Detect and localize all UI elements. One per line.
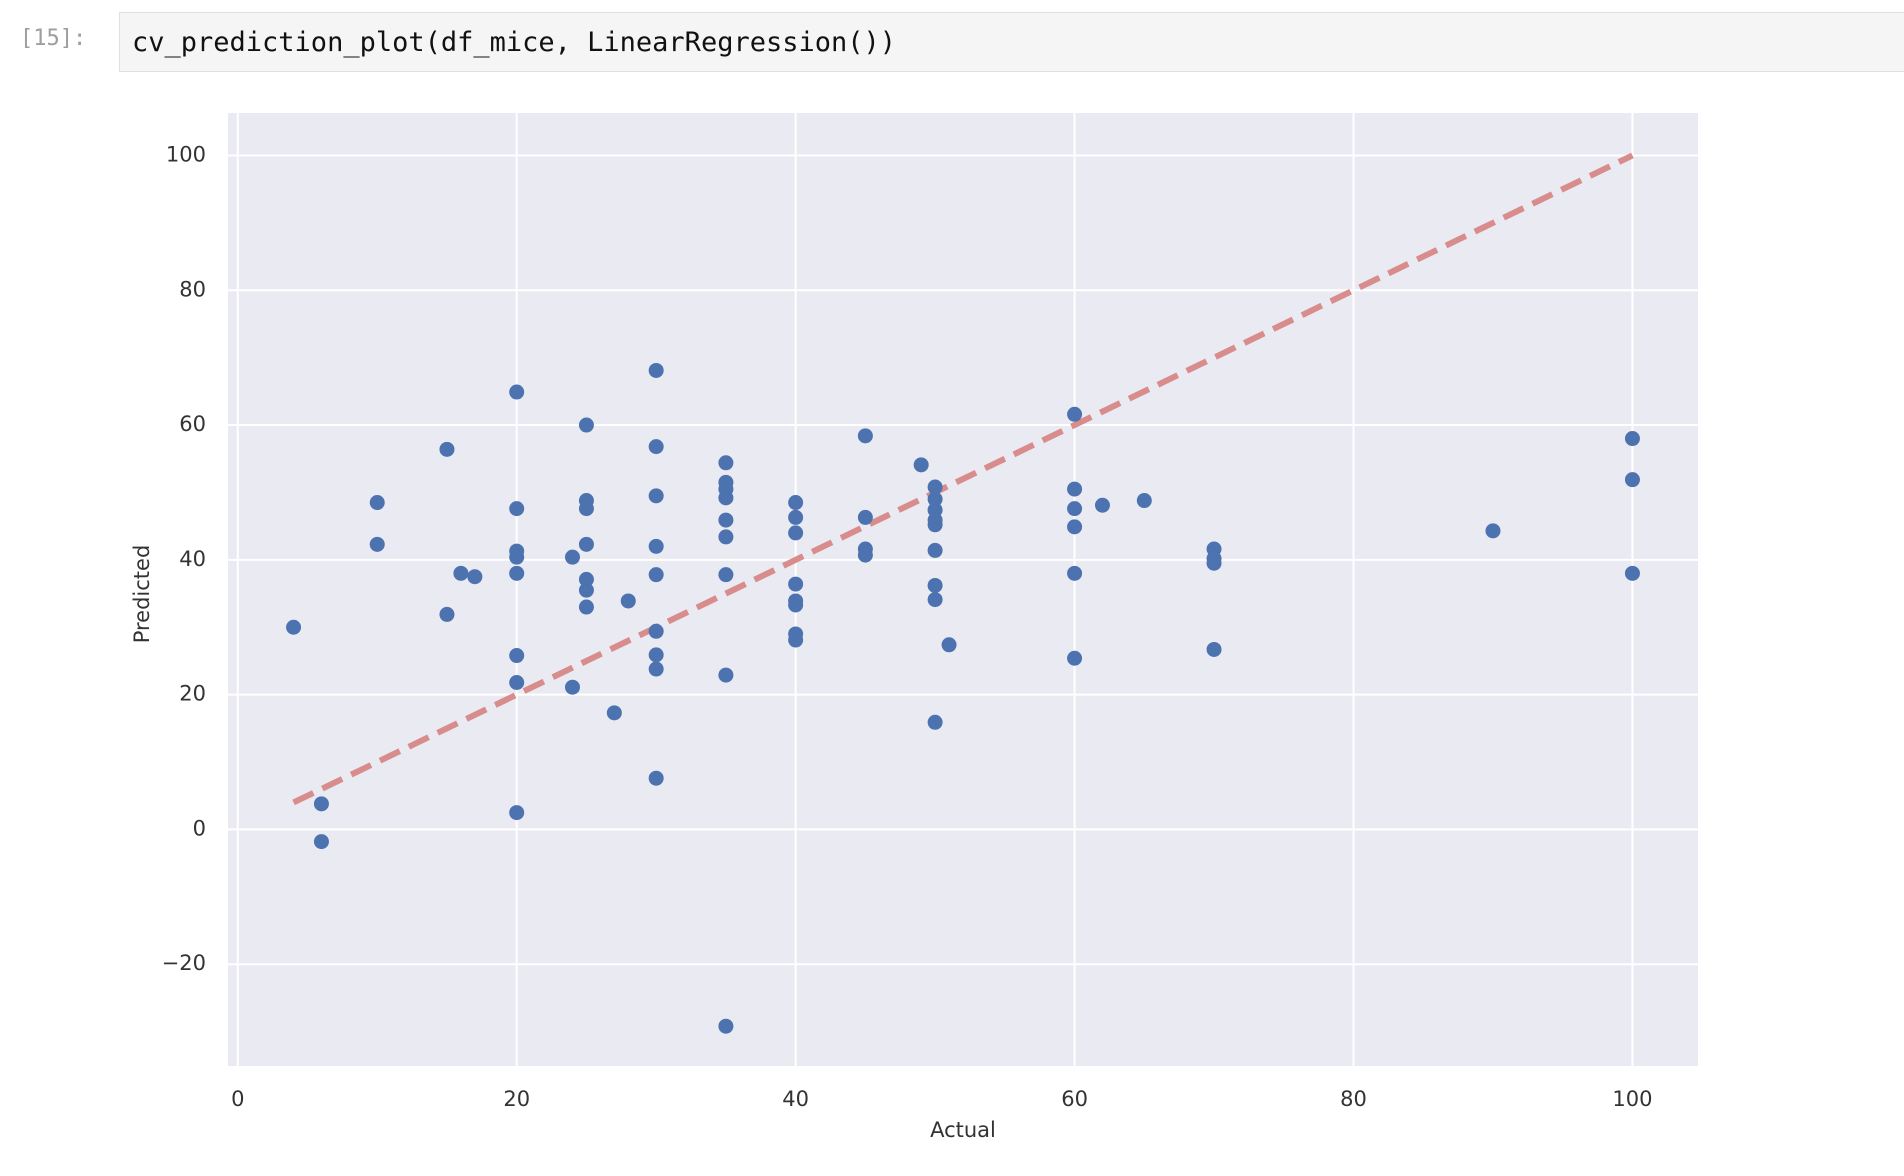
y-axis-label: Predicted bbox=[130, 545, 154, 644]
data-point bbox=[927, 577, 943, 593]
data-point bbox=[857, 547, 873, 563]
y-tick-label: 40 bbox=[179, 547, 206, 571]
data-point bbox=[1624, 431, 1640, 447]
y-tick-label: 0 bbox=[193, 816, 206, 840]
data-point bbox=[648, 538, 664, 554]
data-point bbox=[718, 490, 734, 506]
data-point bbox=[857, 509, 873, 525]
x-tick-label: 80 bbox=[1340, 1087, 1367, 1111]
data-point bbox=[648, 623, 664, 639]
data-point bbox=[648, 647, 664, 663]
data-point bbox=[927, 542, 943, 558]
data-point bbox=[1067, 519, 1083, 535]
data-point bbox=[648, 362, 664, 378]
data-point bbox=[648, 439, 664, 455]
data-point bbox=[1136, 493, 1152, 509]
data-point bbox=[578, 501, 594, 517]
data-point bbox=[313, 834, 329, 850]
data-point bbox=[648, 567, 664, 583]
data-point bbox=[913, 457, 929, 473]
data-point bbox=[578, 582, 594, 598]
data-point bbox=[648, 770, 664, 786]
data-point bbox=[578, 599, 594, 615]
y-tick-label: 20 bbox=[179, 682, 206, 706]
data-point bbox=[927, 479, 943, 495]
data-point bbox=[1206, 641, 1222, 657]
data-point bbox=[788, 525, 804, 541]
data-point bbox=[286, 619, 302, 635]
plot-area bbox=[228, 113, 1698, 1066]
data-point bbox=[620, 593, 636, 609]
data-point bbox=[509, 675, 525, 691]
data-point bbox=[927, 592, 943, 608]
data-point bbox=[439, 606, 455, 622]
data-point bbox=[1624, 472, 1640, 488]
x-tick-label: 60 bbox=[1061, 1087, 1088, 1111]
data-point bbox=[1206, 555, 1222, 571]
data-point bbox=[453, 565, 469, 581]
data-point bbox=[718, 455, 734, 471]
x-tick-label: 100 bbox=[1612, 1087, 1652, 1111]
data-point bbox=[564, 549, 580, 565]
data-point bbox=[718, 512, 734, 528]
data-point bbox=[1067, 565, 1083, 581]
data-point bbox=[369, 495, 385, 511]
x-tick-label: 40 bbox=[782, 1087, 809, 1111]
code-cell[interactable]: cv_prediction_plot(df_mice, LinearRegres… bbox=[119, 12, 1904, 72]
data-point bbox=[369, 536, 385, 552]
x-axis-label: Actual bbox=[930, 1118, 996, 1142]
data-point bbox=[1067, 650, 1083, 666]
data-point bbox=[788, 597, 804, 613]
data-point bbox=[718, 667, 734, 683]
y-tick-label: 80 bbox=[179, 277, 206, 301]
data-point bbox=[648, 661, 664, 677]
data-point bbox=[509, 805, 525, 821]
data-point bbox=[1067, 481, 1083, 497]
data-point bbox=[927, 714, 943, 730]
data-point bbox=[1067, 501, 1083, 517]
data-point bbox=[467, 569, 483, 585]
data-point bbox=[927, 491, 943, 507]
data-point bbox=[1094, 497, 1110, 513]
data-point bbox=[788, 632, 804, 648]
x-tick-label: 20 bbox=[503, 1087, 530, 1111]
data-point bbox=[941, 637, 957, 653]
data-point bbox=[1067, 406, 1083, 422]
data-point bbox=[1485, 523, 1501, 539]
data-point bbox=[788, 509, 804, 525]
data-point bbox=[718, 529, 734, 545]
data-point bbox=[313, 796, 329, 812]
data-point bbox=[606, 705, 622, 721]
data-point bbox=[509, 549, 525, 565]
data-point bbox=[1624, 565, 1640, 581]
data-point bbox=[857, 428, 873, 444]
data-point bbox=[578, 571, 594, 587]
y-tick-label: 100 bbox=[166, 142, 206, 166]
x-tick-label: 0 bbox=[231, 1087, 244, 1111]
data-point bbox=[564, 679, 580, 695]
data-point bbox=[509, 565, 525, 581]
reference-line bbox=[292, 152, 1634, 806]
data-point bbox=[439, 441, 455, 457]
data-point bbox=[718, 567, 734, 583]
y-tick-label: 60 bbox=[179, 412, 206, 436]
data-point bbox=[648, 488, 664, 504]
data-point bbox=[927, 517, 943, 533]
data-point bbox=[578, 417, 594, 433]
data-point bbox=[509, 501, 525, 517]
data-point bbox=[788, 495, 804, 511]
data-point bbox=[509, 384, 525, 400]
data-point bbox=[718, 1018, 734, 1034]
cell-prompt: [15]: bbox=[20, 26, 87, 51]
data-point bbox=[509, 648, 525, 664]
data-point bbox=[578, 536, 594, 552]
data-point bbox=[788, 576, 804, 592]
y-tick-label: −20 bbox=[162, 951, 206, 975]
